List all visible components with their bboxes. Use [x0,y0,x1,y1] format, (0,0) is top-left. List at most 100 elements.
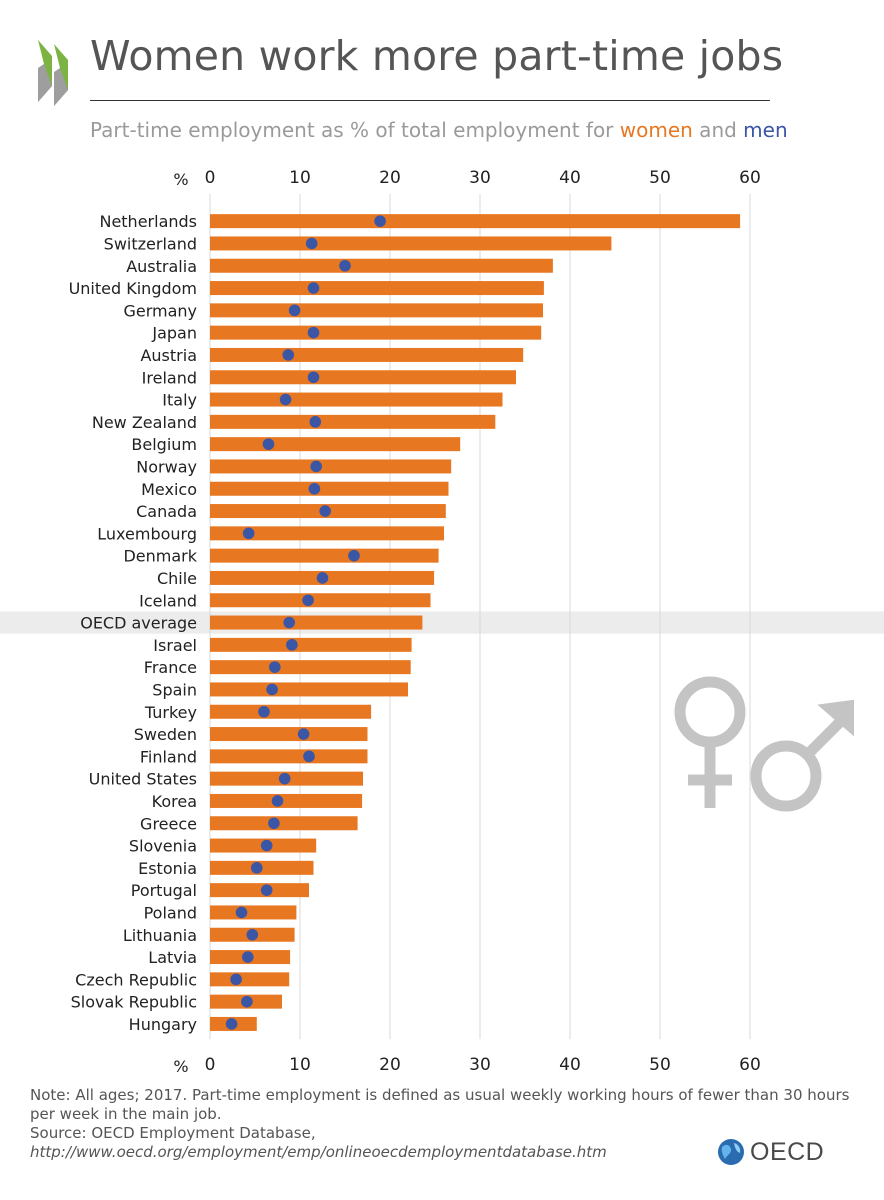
category-label: France [144,658,197,677]
women-bar [210,749,368,764]
women-bar [210,258,553,273]
male-symbol-icon [750,699,854,812]
axis-unit-label: % [173,1057,188,1076]
category-label: Austria [140,346,197,365]
men-dot [260,884,273,896]
women-bar [210,637,412,652]
category-label: Korea [152,792,197,811]
men-dot [307,282,320,294]
men-dot [283,616,296,629]
women-bar [210,392,503,407]
x-tick-label: 30 [469,168,491,188]
women-bar [210,459,452,474]
women-bar [210,481,449,496]
women-bar [210,682,408,697]
men-dot [303,750,315,763]
women-bar [210,281,544,296]
x-tick-label: 10 [289,1055,311,1075]
category-label: Hungary [129,1015,197,1034]
women-bar [210,727,368,742]
category-label: Ireland [142,368,197,387]
men-dot [268,817,280,830]
category-label: Luxembourg [97,524,197,543]
title-divider [90,100,770,101]
category-label: Israel [153,636,197,655]
category-label: Iceland [139,591,197,610]
women-bar [210,704,372,719]
men-dot [262,438,275,450]
women-bar [210,548,439,563]
women-bar [210,883,309,898]
category-label: Portugal [131,881,197,900]
gender-symbols-icon [674,676,854,812]
x-tick-label: 0 [205,1055,216,1075]
note-text: Note: All ages; 2017. Part-time employme… [30,1086,850,1123]
category-label: Denmark [123,547,197,566]
source-text: Source: OECD Employment Database, [30,1124,316,1142]
men-dot [282,349,295,361]
men-dot [339,259,351,272]
men-dot [348,549,360,562]
men-dot [278,772,291,785]
women-bar [210,615,423,630]
men-dot [310,460,323,473]
x-tick-label: 10 [289,168,311,188]
x-tick-label: 30 [469,1055,491,1075]
men-dot [279,393,292,406]
page-title: Women work more part-time jobs [90,32,784,80]
women-bar [210,214,741,229]
men-dot [225,1018,238,1030]
x-tick-label: 0 [205,168,216,188]
women-bar [210,593,431,608]
men-dot [241,995,253,1008]
men-dot [319,505,332,517]
x-tick-label: 20 [379,1055,401,1075]
oecd-logo-text: OECD [750,1137,825,1166]
category-label: Italy [162,391,197,410]
women-bar [210,793,363,808]
men-dot [308,482,321,495]
men-dot [246,928,259,941]
women-bar [210,236,612,251]
men-dot [288,304,301,317]
men-dot [250,862,263,874]
part-time-employment-chart: % 0 10 20 30 40 50 60% 0 10 20 30 40 50 60 Netherlands S… [0,168,884,1076]
category-label: Finland [140,747,197,766]
men-dot [309,416,322,428]
chart-subtitle: Part-time employment as % of total emplo… [90,118,788,142]
category-label: Spain [152,680,197,699]
category-label: United States [89,770,197,789]
women-bar [210,660,411,675]
men-dot [316,572,329,584]
x-tick-label: 20 [379,168,401,188]
x-tick-label: 40 [559,168,581,188]
category-label: United Kingdom [69,279,197,298]
men-dot [269,661,281,673]
subtitle-men-legend: men [743,118,788,142]
men-dot [266,683,278,696]
men-dot [305,237,318,250]
women-bar [210,816,358,831]
globe-icon [718,1139,744,1165]
category-label: Germany [123,301,197,320]
category-label: New Zealand [92,413,197,432]
category-label: Switzerland [104,234,197,253]
men-dot [230,973,242,986]
women-bar [210,303,543,318]
men-dot [307,371,320,384]
women-bar [210,905,297,920]
men-dot [286,639,298,651]
men-dot [307,326,320,339]
category-label: Czech Republic [75,970,197,989]
category-label: Belgium [131,435,197,454]
category-label: Turkey [144,703,197,722]
women-bar [210,370,516,385]
men-dot [235,906,248,919]
category-label: Netherlands [99,212,197,231]
subtitle-prefix: Part-time employment as % of total emplo… [90,118,620,142]
x-tick-label: 40 [559,1055,581,1075]
category-label: Sweden [134,725,197,744]
women-bar [210,414,496,429]
men-dot [271,795,284,807]
oecd-chevron-logo-icon [38,40,68,106]
